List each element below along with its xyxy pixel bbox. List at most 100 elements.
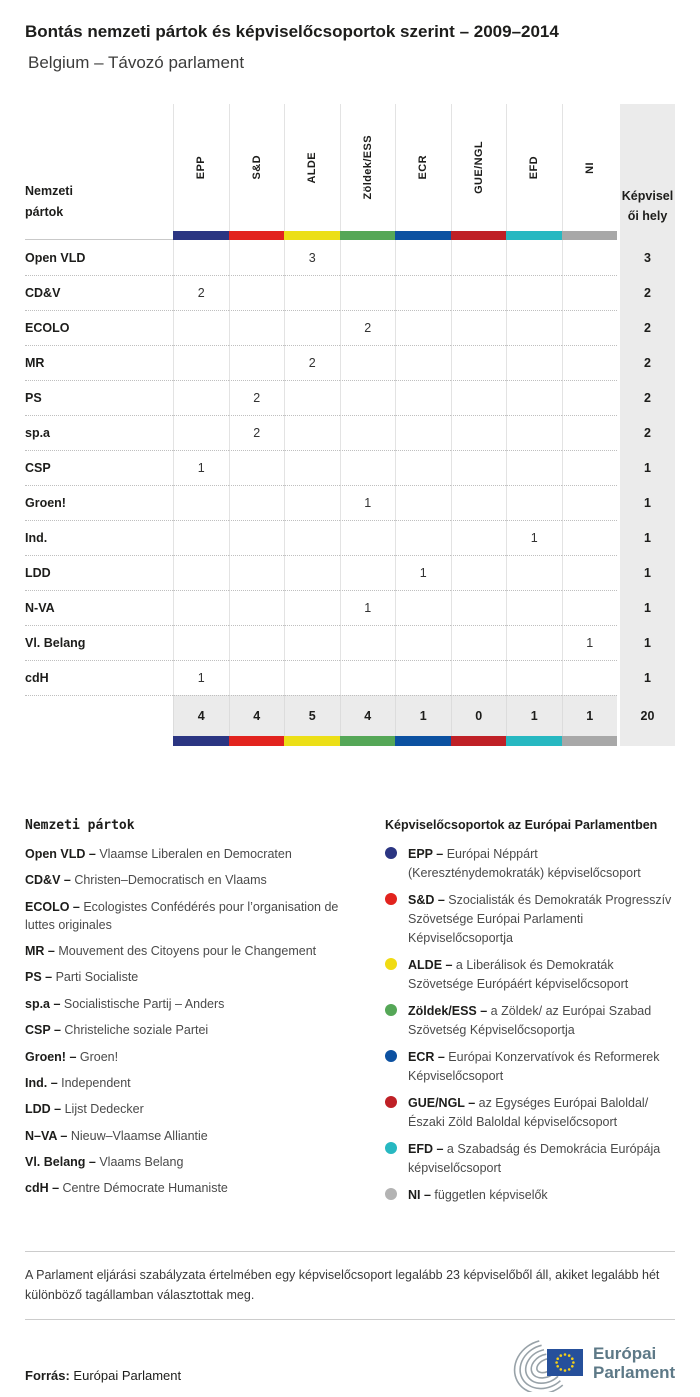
seat-cell [395,520,451,555]
table-row: CD&V 2 2 [25,275,675,310]
group-legend-text: GUE/NGL – az Egységes Európai Baloldal/É… [408,1096,649,1129]
group-legend-text: NI – független képviselők [408,1188,548,1202]
table-row: cdH 1 1 [25,660,675,695]
seat-cell [173,310,229,345]
group-color-dot [385,1188,397,1200]
seat-cell: 1 [561,625,617,660]
row-total-cell: 2 [620,310,675,345]
seat-cell [561,415,617,450]
seat-cell [284,590,340,625]
page-title: Bontás nemzeti pártok és képviselőcsopor… [25,22,559,41]
seat-cell: 1 [173,450,229,485]
seat-cell [450,485,506,520]
seat-cell [506,625,562,660]
divider [25,1251,675,1252]
seat-cell [506,240,562,275]
seat-cell [228,345,284,380]
column-total-cell: 0 [450,695,506,736]
source-label: Forrás: [25,1368,70,1383]
source-value: Európai Parlament [73,1368,182,1383]
table-header-row: Nemzeti pártok EPP S&D ALDE Zöldek/ESS ECR GUE/… [25,104,675,231]
row-total-cell: 1 [620,625,675,660]
seats-column-header-line: Képvisel [621,189,674,204]
seat-cell [561,380,617,415]
group-abbr: S&D – [408,893,445,907]
party-abbr: Ind. – [25,1075,58,1090]
seat-cell [173,485,229,520]
table-row: CSP 1 1 [25,450,675,485]
seat-cell [561,275,617,310]
seat-cell [395,345,451,380]
seat-cell [506,415,562,450]
seat-cell: 3 [284,240,340,275]
seat-cell [228,555,284,590]
seat-cell: 2 [284,345,340,380]
seat-cell [284,275,340,310]
group-color-bar [339,231,395,240]
row-total-cell: 1 [620,555,675,590]
table-row: LDD 1 1 [25,555,675,590]
group-abbr: ALDE – [408,958,453,972]
group-legend-text: S&D – Szocialisták és Demokraták Progres… [408,893,672,945]
group-color-dot [385,1050,397,1062]
seat-cell [561,590,617,625]
seat-cell [284,485,340,520]
seats-by-party-table: Nemzeti pártok EPP S&D ALDE Zöldek/ESS ECR GUE/… [25,104,675,746]
seat-cell [339,520,395,555]
party-abbr: cdH – [25,1181,60,1196]
color-bar-total-spacer [620,231,675,240]
seat-cell [228,625,284,660]
party-legend-item: Groen! – Groen! [25,1049,119,1064]
party-abbr: PS – [25,970,53,985]
party-abbr: MR – [25,944,55,958]
national-parties-legend-items: Open VLD – Vlaamse Liberalen en Democrat… [25,846,385,1198]
seat-cell [561,555,617,590]
group-header-cell: ALDE [284,104,340,231]
seat-cell [228,520,284,555]
seat-cell [450,310,506,345]
column-total-cell: 5 [284,695,340,736]
group-color-dot [385,1004,397,1016]
corner-label-line: Nemzeti [25,183,73,198]
seat-cell [450,450,506,485]
group-legend-item: GUE/NGL – az Egységes Európai Baloldal/É… [385,1094,675,1132]
corner-label-line: pártok [25,204,64,219]
seat-cell [284,415,340,450]
party-legend-item: cdH – Centre Démocrate Humaniste [25,1181,228,1196]
column-total-cell: 4 [228,695,284,736]
divider [25,1319,675,1320]
seats-column-header: Képvisel ői hely [620,104,675,231]
group-header-cell: ECR [395,104,451,231]
seat-cell [339,555,395,590]
party-name: CSP [25,450,173,485]
group-legend-text: Zöldek/ESS – a Zöldek/ az Európai Szabad… [408,1004,652,1037]
seat-cell: 1 [173,660,229,695]
group-abbr: ECR – [408,1050,445,1064]
national-parties-legend: Nemzeti pártok Open VLD – Vlaamse Libera… [25,818,385,1207]
seat-cell [339,660,395,695]
seat-cell [506,485,562,520]
party-name: ECOLO [25,310,173,345]
seat-cell [450,590,506,625]
column-total-cell: 4 [339,695,395,736]
group-abbr: Zöldek/ESS – [408,1004,488,1018]
seat-cell [395,625,451,660]
group-header-cell: Zöldek/ESS [339,104,396,231]
seat-cell [506,380,562,415]
seat-cell [395,590,451,625]
party-abbr: Groen! – [25,1049,77,1064]
seat-cell [561,345,617,380]
seat-cell [339,625,395,660]
row-total-cell: 1 [620,590,675,625]
group-color-dot [385,1096,397,1108]
group-header-label: ALDE [306,151,319,184]
party-name: Ind. [25,520,173,555]
logo-text-line2: Parlament [593,1363,675,1382]
group-header-cell: S&D [228,104,285,231]
seat-cell [395,275,451,310]
group-legend-item: NI – független képviselők [385,1186,675,1205]
national-parties-legend-title: Nemzeti pártok [25,818,135,833]
group-color-bar [450,736,506,746]
seat-cell [339,275,395,310]
row-total-cell: 1 [620,520,675,555]
